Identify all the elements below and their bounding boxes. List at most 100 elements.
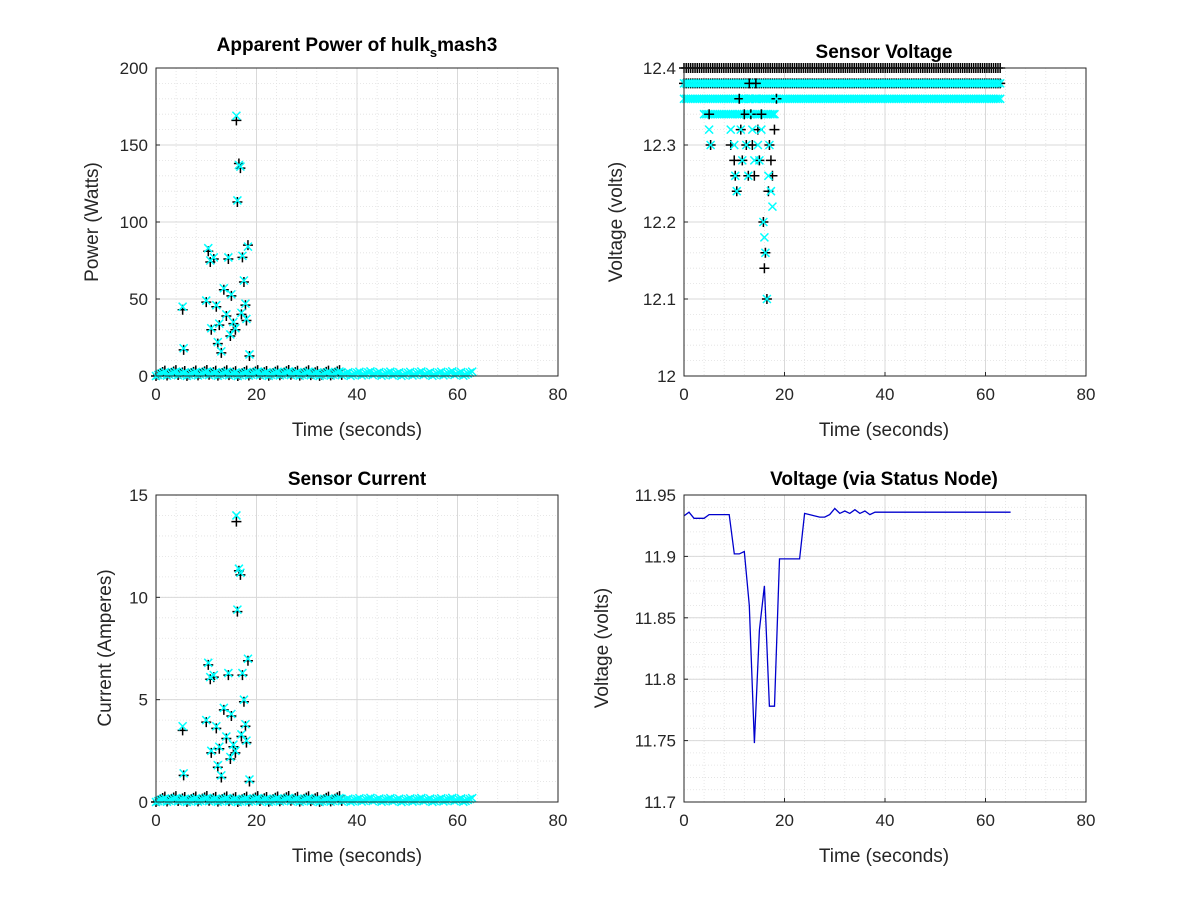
plus-marker [201, 297, 212, 308]
x-marker [237, 668, 247, 678]
x-marker [237, 251, 247, 261]
x-marker [363, 794, 373, 804]
y-tick-label: 0 [139, 793, 148, 812]
x-marker [763, 171, 773, 181]
x-marker [706, 140, 716, 150]
plus-marker [206, 747, 217, 758]
x-marker [414, 367, 424, 378]
x-marker [232, 605, 242, 615]
panel-sensor-current: Sensor Current Time (seconds) Current (A… [95, 469, 567, 867]
x-marker [441, 369, 451, 379]
x-axis-label: Time (seconds) [819, 846, 949, 867]
plus-marker [749, 170, 760, 181]
plus-marker [237, 252, 248, 263]
x-marker [388, 370, 398, 380]
y-tick-label: 10 [129, 588, 148, 607]
plus-marker [221, 310, 232, 321]
x-marker [363, 367, 373, 377]
x-marker [379, 370, 389, 380]
plus-marker [230, 324, 241, 335]
x-marker [206, 323, 216, 333]
x-marker [764, 140, 774, 150]
x-marker [281, 367, 291, 377]
y-tick-label: 0 [139, 367, 148, 386]
x-marker [223, 668, 233, 678]
plus-marker [201, 717, 212, 728]
y-tick-label: 200 [120, 59, 148, 78]
plus-marker [223, 670, 234, 681]
x-tick-label: 60 [976, 385, 995, 404]
x-marker [231, 510, 241, 520]
y-tick-label: 11.9 [644, 547, 676, 566]
x-tick-label: 20 [247, 811, 266, 830]
x-marker [370, 369, 380, 379]
x-tick-label: 60 [448, 811, 467, 830]
chart-title: Apparent Power of hulksmash3 [217, 35, 498, 60]
x-marker [230, 323, 240, 333]
x-marker [214, 742, 224, 752]
y-tick-label: 12.2 [643, 213, 676, 232]
x-marker [266, 370, 276, 380]
plus-marker [212, 762, 223, 773]
y-axis-label: Voltage (volts) [606, 162, 627, 282]
x-marker [211, 300, 221, 310]
x-marker [401, 369, 411, 379]
plus-marker [240, 721, 251, 732]
plus-marker [241, 737, 252, 748]
plus-marker [233, 158, 244, 169]
x-marker [215, 370, 225, 380]
x-marker [221, 731, 231, 742]
x-marker [348, 370, 358, 380]
x-tick-label: 0 [151, 811, 160, 830]
series-line [683, 507, 1011, 744]
x-marker [286, 370, 296, 380]
plus-marker [236, 731, 247, 742]
x-tick-label: 60 [976, 811, 995, 830]
plus-marker [231, 516, 242, 527]
x-marker [759, 232, 769, 242]
x-marker [277, 369, 287, 379]
plus-marker [232, 606, 243, 617]
plot-area [683, 494, 1087, 803]
chart-title: Voltage (via Status Node) [770, 469, 998, 490]
x-marker [743, 171, 753, 181]
x-tick-label: 40 [876, 385, 895, 404]
x-marker [206, 369, 216, 379]
x-marker [993, 94, 1003, 104]
x-tick-label: 80 [1077, 811, 1096, 830]
plus-marker [238, 696, 249, 707]
x-tick-label: 80 [1077, 385, 1096, 404]
plus-marker [203, 659, 214, 670]
x-marker [465, 368, 475, 378]
axes-box [155, 494, 559, 803]
x-marker [213, 337, 223, 347]
x-marker [225, 329, 235, 339]
plus-marker [242, 655, 253, 666]
x-marker [179, 768, 189, 778]
x-marker [288, 369, 298, 379]
x-marker [178, 302, 188, 312]
x-marker [221, 309, 231, 319]
x-marker [232, 195, 242, 205]
plus-marker [235, 569, 246, 580]
x-marker [445, 794, 455, 804]
x-marker [184, 370, 194, 380]
plus-marker [244, 350, 255, 361]
x-marker [241, 314, 251, 324]
y-tick-label: 50 [129, 290, 148, 309]
x-marker [467, 367, 477, 377]
plus-marker [756, 109, 767, 120]
plus-marker [237, 670, 248, 681]
plus-marker [230, 747, 241, 758]
x-marker [758, 217, 768, 227]
plus-marker [211, 723, 222, 734]
x-marker [337, 370, 347, 380]
x-marker [732, 186, 742, 196]
plus-marker [241, 315, 252, 326]
y-axis-label: Voltage (volts) [592, 588, 613, 708]
x-marker [206, 746, 216, 756]
x-marker [399, 370, 409, 380]
x-marker [231, 111, 241, 121]
x-tick-label: 40 [348, 385, 367, 404]
x-marker [240, 299, 250, 309]
